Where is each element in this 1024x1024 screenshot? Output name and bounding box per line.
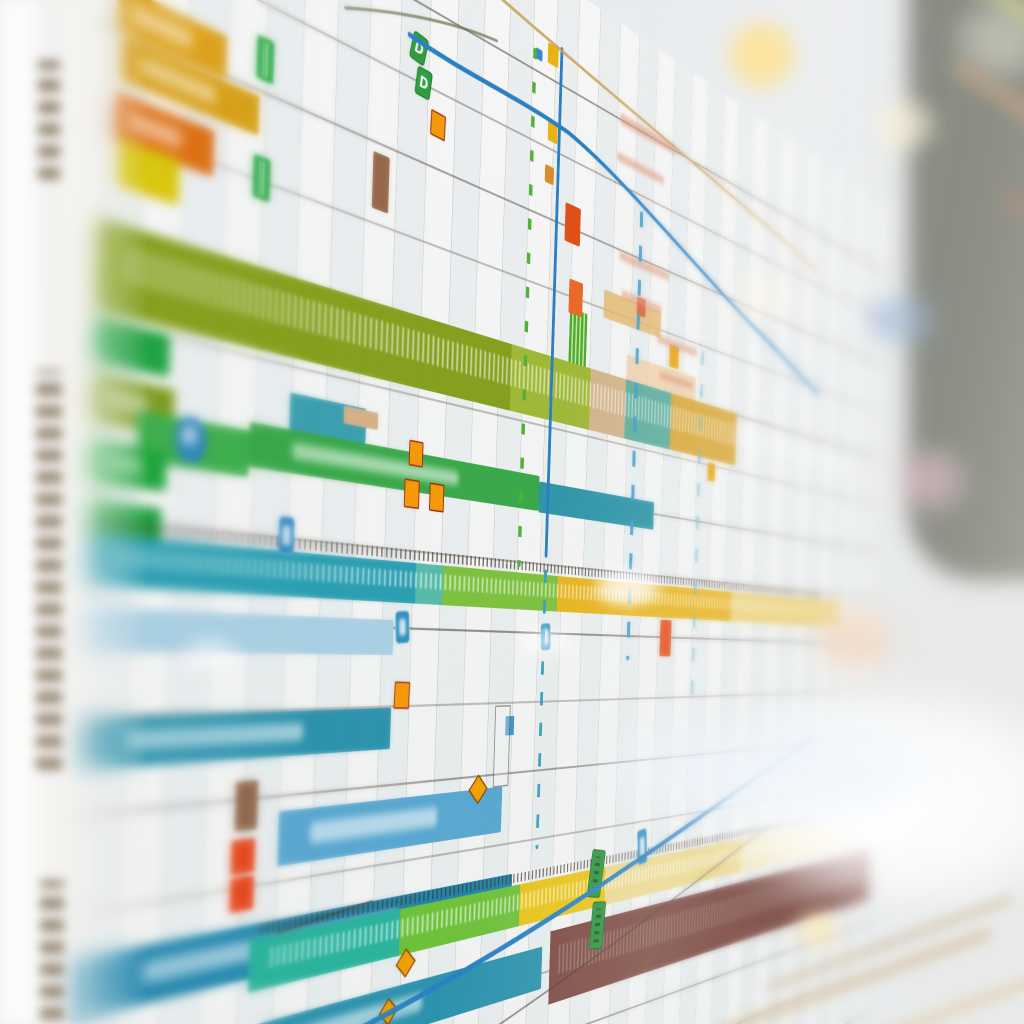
gantt-bar — [229, 875, 255, 914]
milestone-sq — [428, 482, 445, 513]
circle-highlight — [179, 421, 203, 458]
gantt-bar — [707, 462, 716, 482]
gantt-bar — [547, 42, 559, 69]
flag-glyph-d: D — [418, 72, 430, 95]
gantt-bar — [234, 779, 259, 832]
milestone-pill — [636, 827, 648, 867]
bar-label-smudge — [123, 723, 304, 751]
vertical-label-illegible — [36, 370, 62, 770]
gantt-bar — [538, 481, 655, 530]
gantt-bar — [90, 316, 171, 378]
milestone-pill — [394, 610, 410, 645]
vertical-guideline — [535, 569, 547, 850]
gantt-bar — [547, 120, 558, 145]
gantt-bar — [568, 278, 584, 318]
tag-stripe-glyph — [259, 39, 272, 80]
pill-icon-smudge — [282, 525, 291, 546]
tag-stripe-glyph — [255, 158, 268, 198]
milestone-hollow — [492, 705, 511, 788]
dark-structure-right-edge — [908, 0, 1024, 580]
gantt-bar — [659, 619, 672, 657]
blurred-text-mark — [620, 113, 677, 156]
gantt-bar — [77, 707, 392, 771]
bar-label-smudge — [309, 807, 438, 844]
pill-icon-smudge — [639, 836, 645, 857]
vertical-label-illegible — [40, 880, 64, 1020]
milestone-sq — [429, 108, 447, 142]
blurred-text-mark — [619, 251, 669, 281]
gantt-bar — [277, 786, 503, 867]
gantt-bar — [81, 607, 394, 656]
milestone-flag: D — [408, 29, 430, 68]
milestone-sq — [393, 681, 411, 710]
milestone-sq — [408, 439, 424, 468]
milestone-flag: D — [414, 65, 433, 102]
milestone-pill — [277, 515, 296, 556]
milestone-tag — [256, 34, 275, 85]
gantt-bar — [564, 202, 581, 247]
pill-icon-smudge — [399, 618, 406, 636]
flag-glyph-d: D — [413, 36, 426, 60]
bar-label-smudge — [96, 452, 142, 475]
milestone-sq — [403, 478, 420, 510]
gantt-bar — [535, 47, 543, 62]
gantt-bar — [248, 421, 540, 511]
milestone-tag — [252, 153, 271, 203]
vertical-label-illegible — [38, 60, 60, 180]
gantt-bar — [371, 150, 390, 214]
flag-text-marks — [593, 908, 602, 943]
gantt-bar — [230, 837, 256, 876]
bar-label-smudge — [130, 4, 193, 49]
blurred-text-mark — [617, 151, 664, 185]
bokeh-light — [722, 15, 802, 95]
gantt-bar — [544, 163, 555, 186]
flag-text-marks — [591, 856, 601, 892]
bar-label-smudge — [145, 992, 423, 1024]
bar-label-smudge — [292, 442, 459, 486]
